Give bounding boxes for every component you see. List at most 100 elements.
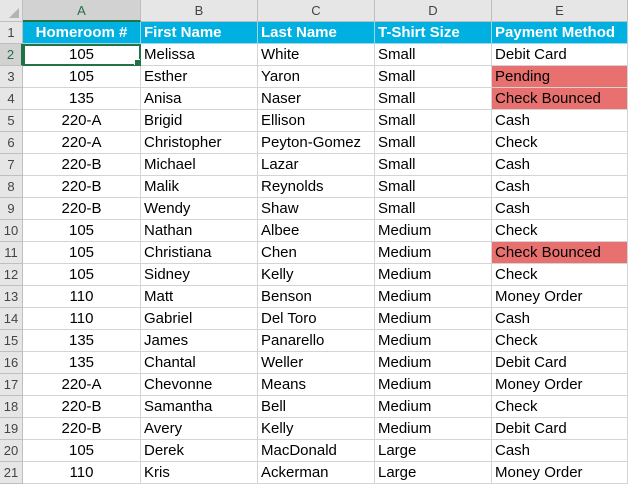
cell-c13[interactable]: Benson (258, 286, 375, 308)
column-header-d[interactable]: D (375, 0, 492, 22)
header-cell-c[interactable]: Last Name (258, 22, 375, 44)
cell-b7[interactable]: Michael (141, 154, 258, 176)
cell-b8[interactable]: Malik (141, 176, 258, 198)
cell-b2[interactable]: Melissa (141, 44, 258, 66)
cell-b5[interactable]: Brigid (141, 110, 258, 132)
row-header-5[interactable]: 5 (0, 110, 23, 132)
cell-d15[interactable]: Medium (375, 330, 492, 352)
cell-c2[interactable]: White (258, 44, 375, 66)
cell-a18[interactable]: 220-B (23, 396, 141, 418)
row-header-10[interactable]: 10 (0, 220, 23, 242)
cell-b20[interactable]: Derek (141, 440, 258, 462)
cell-e20[interactable]: Cash (492, 440, 628, 462)
cell-e2[interactable]: Debit Card (492, 44, 628, 66)
cell-c14[interactable]: Del Toro (258, 308, 375, 330)
cell-e12[interactable]: Check (492, 264, 628, 286)
cell-b16[interactable]: Chantal (141, 352, 258, 374)
cell-d16[interactable]: Medium (375, 352, 492, 374)
header-cell-d[interactable]: T-Shirt Size (375, 22, 492, 44)
cell-e18[interactable]: Check (492, 396, 628, 418)
cell-a7[interactable]: 220-B (23, 154, 141, 176)
cell-b21[interactable]: Kris (141, 462, 258, 484)
cell-c6[interactable]: Peyton-Gomez (258, 132, 375, 154)
cell-b13[interactable]: Matt (141, 286, 258, 308)
cell-a12[interactable]: 105 (23, 264, 141, 286)
cell-e15[interactable]: Check (492, 330, 628, 352)
cell-c19[interactable]: Kelly (258, 418, 375, 440)
cell-d21[interactable]: Large (375, 462, 492, 484)
cell-c7[interactable]: Lazar (258, 154, 375, 176)
row-header-21[interactable]: 21 (0, 462, 23, 484)
cell-d18[interactable]: Medium (375, 396, 492, 418)
cell-d12[interactable]: Medium (375, 264, 492, 286)
cell-d8[interactable]: Small (375, 176, 492, 198)
cell-e17[interactable]: Money Order (492, 374, 628, 396)
cell-e19[interactable]: Debit Card (492, 418, 628, 440)
cell-c9[interactable]: Shaw (258, 198, 375, 220)
cell-d20[interactable]: Large (375, 440, 492, 462)
cell-d19[interactable]: Medium (375, 418, 492, 440)
cell-d5[interactable]: Small (375, 110, 492, 132)
cell-c17[interactable]: Means (258, 374, 375, 396)
row-header-19[interactable]: 19 (0, 418, 23, 440)
cell-c16[interactable]: Weller (258, 352, 375, 374)
column-header-a[interactable]: A (23, 0, 141, 22)
cell-e13[interactable]: Money Order (492, 286, 628, 308)
cell-e14[interactable]: Cash (492, 308, 628, 330)
cell-c5[interactable]: Ellison (258, 110, 375, 132)
row-header-9[interactable]: 9 (0, 198, 23, 220)
row-header-4[interactable]: 4 (0, 88, 23, 110)
cell-e11[interactable]: Check Bounced (492, 242, 628, 264)
column-header-c[interactable]: C (258, 0, 375, 22)
cell-e5[interactable]: Cash (492, 110, 628, 132)
header-cell-b[interactable]: First Name (141, 22, 258, 44)
cell-d6[interactable]: Small (375, 132, 492, 154)
cell-d14[interactable]: Medium (375, 308, 492, 330)
row-header-13[interactable]: 13 (0, 286, 23, 308)
row-header-8[interactable]: 8 (0, 176, 23, 198)
fill-handle[interactable] (134, 59, 140, 65)
cell-b17[interactable]: Chevonne (141, 374, 258, 396)
cell-d3[interactable]: Small (375, 66, 492, 88)
cell-a21[interactable]: 110 (23, 462, 141, 484)
cell-c21[interactable]: Ackerman (258, 462, 375, 484)
cell-b10[interactable]: Nathan (141, 220, 258, 242)
cell-a5[interactable]: 220-A (23, 110, 141, 132)
cell-e8[interactable]: Cash (492, 176, 628, 198)
cell-d13[interactable]: Medium (375, 286, 492, 308)
column-header-e[interactable]: E (492, 0, 628, 22)
cell-b18[interactable]: Samantha (141, 396, 258, 418)
cell-d4[interactable]: Small (375, 88, 492, 110)
select-all-corner[interactable] (0, 0, 23, 22)
cell-a8[interactable]: 220-B (23, 176, 141, 198)
cell-a20[interactable]: 105 (23, 440, 141, 462)
cell-b12[interactable]: Sidney (141, 264, 258, 286)
cell-b15[interactable]: James (141, 330, 258, 352)
cell-e7[interactable]: Cash (492, 154, 628, 176)
cell-c15[interactable]: Panarello (258, 330, 375, 352)
cell-e9[interactable]: Cash (492, 198, 628, 220)
cell-a19[interactable]: 220-B (23, 418, 141, 440)
cell-b11[interactable]: Christiana (141, 242, 258, 264)
row-header-18[interactable]: 18 (0, 396, 23, 418)
cell-a10[interactable]: 105 (23, 220, 141, 242)
cell-c20[interactable]: MacDonald (258, 440, 375, 462)
cell-a3[interactable]: 105 (23, 66, 141, 88)
row-header-1[interactable]: 1 (0, 22, 23, 44)
header-cell-a[interactable]: Homeroom # (23, 22, 141, 44)
cell-c18[interactable]: Bell (258, 396, 375, 418)
cell-a13[interactable]: 110 (23, 286, 141, 308)
cell-a16[interactable]: 135 (23, 352, 141, 374)
cell-d10[interactable]: Medium (375, 220, 492, 242)
row-header-16[interactable]: 16 (0, 352, 23, 374)
row-header-17[interactable]: 17 (0, 374, 23, 396)
cell-e3[interactable]: Pending (492, 66, 628, 88)
cell-d9[interactable]: Small (375, 198, 492, 220)
row-header-11[interactable]: 11 (0, 242, 23, 264)
cell-c12[interactable]: Kelly (258, 264, 375, 286)
cell-b9[interactable]: Wendy (141, 198, 258, 220)
cell-b4[interactable]: Anisa (141, 88, 258, 110)
row-header-15[interactable]: 15 (0, 330, 23, 352)
cell-b14[interactable]: Gabriel (141, 308, 258, 330)
row-header-14[interactable]: 14 (0, 308, 23, 330)
